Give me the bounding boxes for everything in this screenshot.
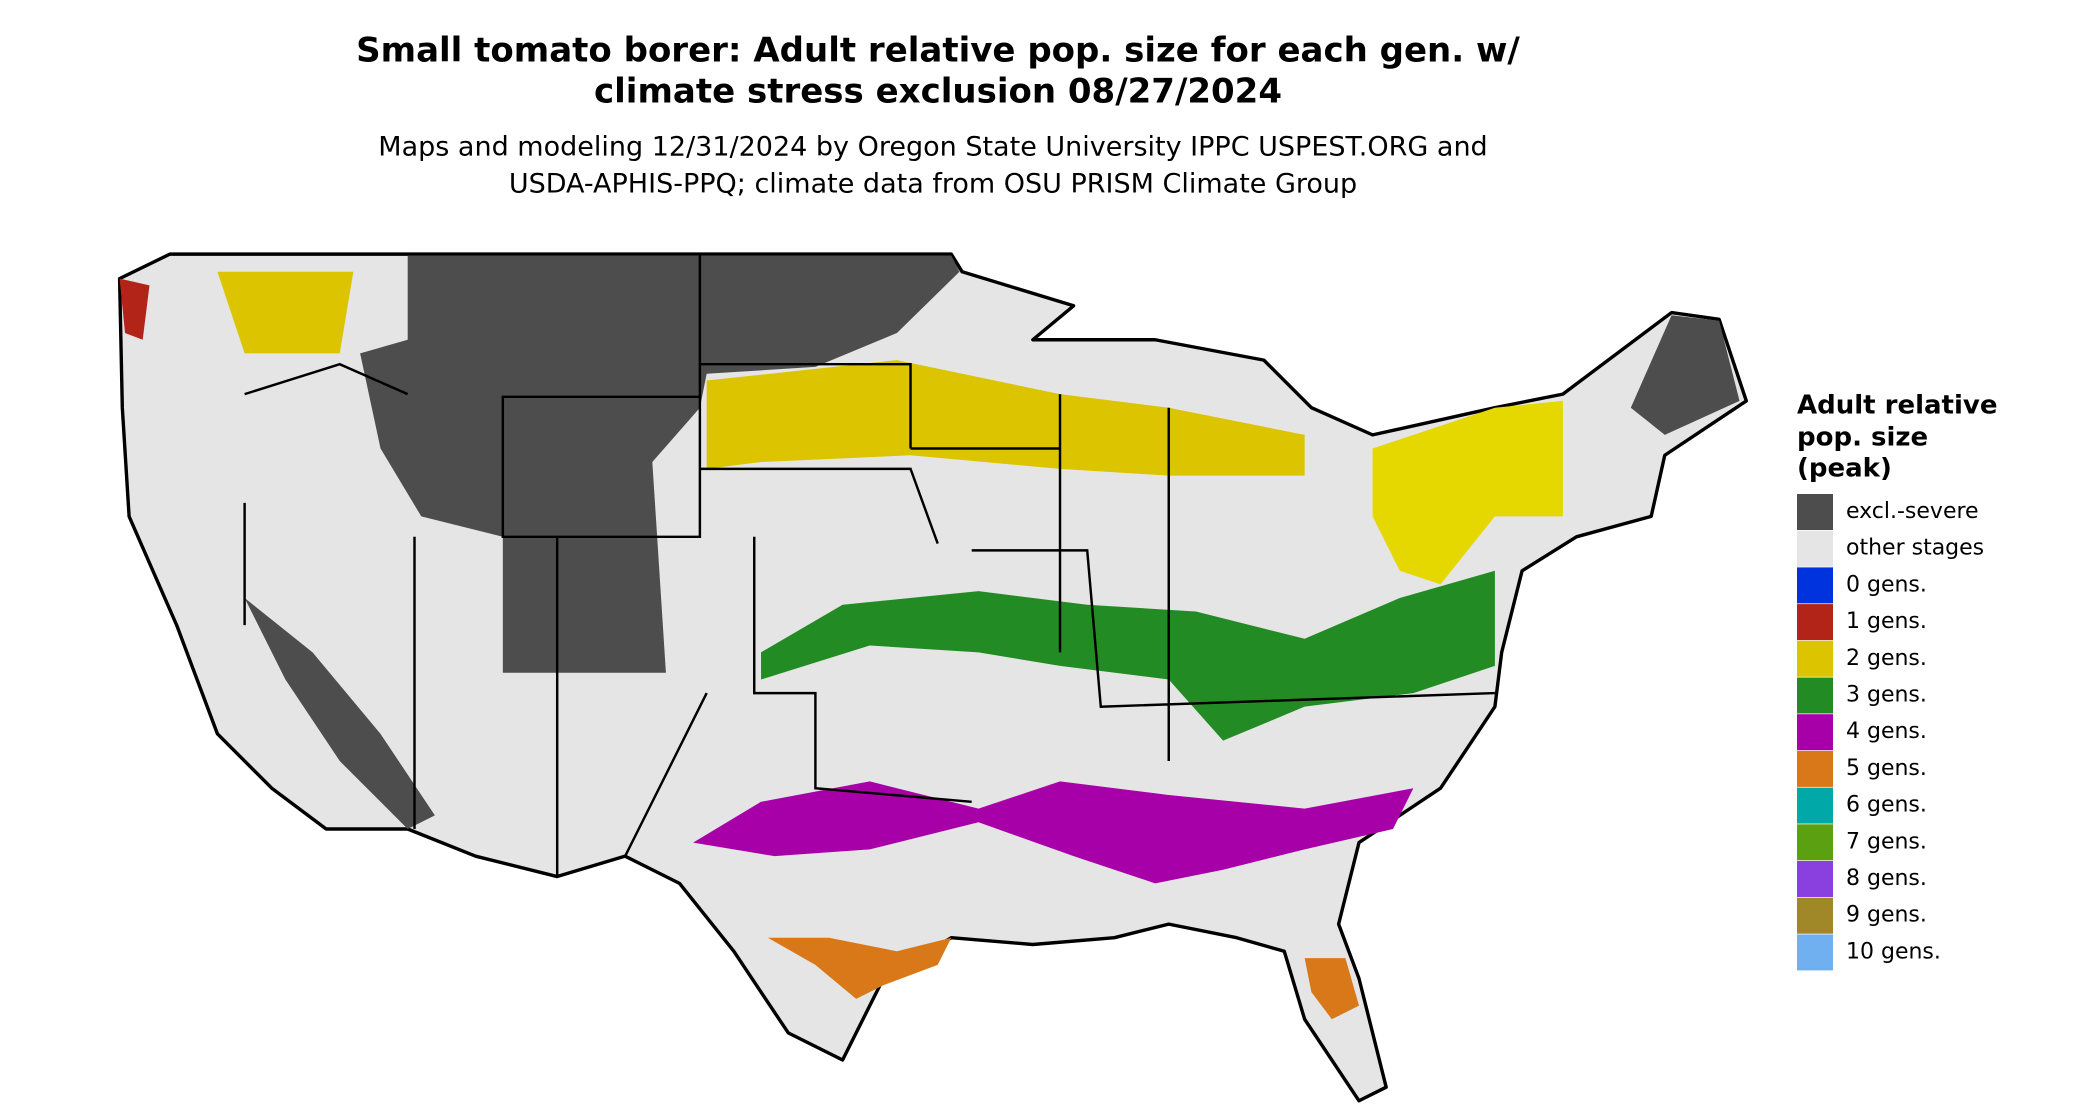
excluded-region bbox=[244, 597, 435, 829]
subtitle-line: USDA-APHIS-PPQ; climate data from OSU PR… bbox=[509, 169, 1357, 200]
title-line: climate stress exclusion 08/27/2024 bbox=[594, 72, 1282, 112]
gen3-region bbox=[761, 570, 1495, 741]
legend-title-line: (peak) bbox=[1797, 454, 1892, 484]
legend-label: 6 gens. bbox=[1846, 793, 1927, 818]
legend-swatch bbox=[1797, 824, 1833, 861]
legend-title-line: Adult relative bbox=[1797, 391, 1997, 421]
subtitle-line: Maps and modeling 12/31/2024 by Oregon S… bbox=[378, 132, 1487, 163]
legend-swatch bbox=[1797, 787, 1833, 824]
legend-label: 2 gens. bbox=[1846, 646, 1927, 671]
map bbox=[117, 252, 1749, 1103]
legend-label: 9 gens. bbox=[1846, 903, 1927, 928]
gen4-region bbox=[693, 781, 1414, 884]
excluded-region bbox=[360, 255, 960, 673]
title-line: Small tomato borer: Adult relative pop. … bbox=[356, 31, 1520, 71]
legend-label: 4 gens. bbox=[1846, 719, 1927, 744]
legend-label: 3 gens. bbox=[1846, 683, 1927, 708]
legend-swatch bbox=[1797, 494, 1833, 530]
legend-label: 0 gens. bbox=[1846, 572, 1927, 597]
legend-label: excl.-severe bbox=[1846, 499, 1979, 524]
gen2-region bbox=[706, 360, 1305, 476]
legend: excl.-severe other stages 0 gens. 1 gens. 2 … bbox=[1797, 494, 1984, 971]
legend-swatch bbox=[1797, 750, 1833, 787]
excluded-region bbox=[1630, 315, 1740, 435]
legend-swatch bbox=[1797, 677, 1833, 714]
legend-label: 8 gens. bbox=[1846, 866, 1927, 891]
legend-title-line: pop. size bbox=[1797, 423, 1928, 453]
legend-label: 7 gens. bbox=[1846, 829, 1927, 854]
gen2-region bbox=[217, 271, 354, 354]
legend-swatch bbox=[1797, 530, 1833, 567]
legend-swatch bbox=[1797, 604, 1833, 641]
gen2-region bbox=[1372, 400, 1563, 585]
legend-swatch bbox=[1797, 640, 1833, 677]
legend-swatch bbox=[1797, 714, 1833, 751]
legend-label: 1 gens. bbox=[1846, 609, 1927, 634]
gen5-region bbox=[1304, 958, 1359, 1020]
state-borders bbox=[243, 254, 1495, 877]
gen1-region bbox=[119, 278, 150, 340]
legend-label: 5 gens. bbox=[1846, 756, 1927, 781]
legend-label: 10 gens. bbox=[1846, 939, 1941, 964]
gen5-region bbox=[767, 937, 952, 999]
legend-swatch bbox=[1797, 897, 1833, 934]
legend-swatch bbox=[1797, 567, 1833, 604]
legend-swatch bbox=[1797, 934, 1833, 971]
legend-swatch bbox=[1797, 861, 1833, 897]
legend-label: other stages bbox=[1846, 536, 1984, 561]
